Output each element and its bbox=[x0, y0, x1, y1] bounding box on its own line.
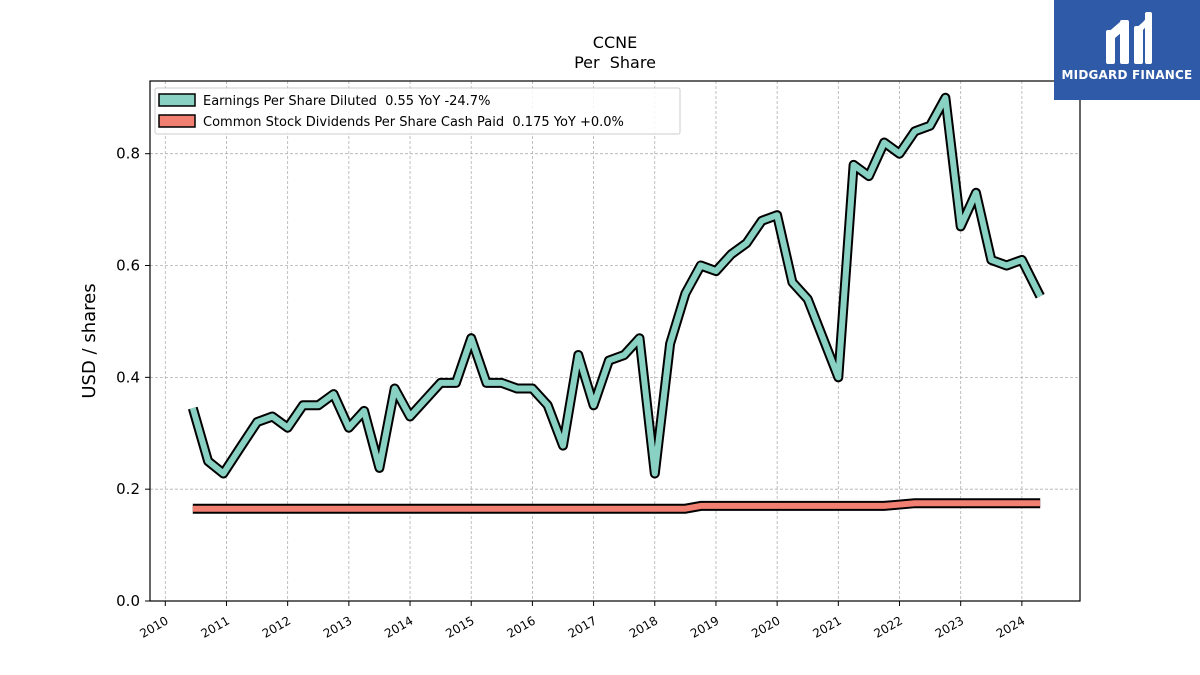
plot-area bbox=[149, 80, 1081, 602]
y-tick-label: 0.4 bbox=[116, 368, 140, 386]
series-line-outline bbox=[187, 92, 1045, 479]
y-tick-label: 0.8 bbox=[116, 145, 140, 163]
x-tick-label: 2010 bbox=[137, 613, 170, 640]
x-tick-label: 2019 bbox=[688, 613, 721, 640]
legend-swatch-dividends bbox=[158, 114, 196, 128]
legend-swatch-eps bbox=[158, 93, 196, 107]
grid bbox=[150, 81, 1080, 602]
y-tick-label: 0.2 bbox=[116, 480, 140, 498]
x-tick-label: 2022 bbox=[872, 613, 905, 640]
x-tick-label: 2020 bbox=[749, 613, 782, 640]
x-tick-label: 2013 bbox=[321, 613, 354, 640]
series-layer bbox=[187, 92, 1045, 514]
x-tick-label: 2016 bbox=[504, 613, 537, 640]
logo-text: MIDGARD FINANCE bbox=[1061, 68, 1193, 82]
chart-title: CCNE bbox=[593, 33, 637, 52]
legend-label-dividends: Common Stock Dividends Per Share Cash Pa… bbox=[203, 115, 624, 130]
eps-line bbox=[189, 94, 1043, 477]
legend: Earnings Per Share Diluted 0.55 YoY -24.… bbox=[154, 87, 681, 135]
x-tick-label: 2021 bbox=[810, 613, 843, 640]
dividends-line bbox=[192, 500, 1041, 512]
x-tick-label: 2023 bbox=[933, 613, 966, 640]
x-tick-label: 2014 bbox=[382, 613, 415, 640]
x-tick-label: 2015 bbox=[443, 613, 476, 640]
legend-box bbox=[154, 87, 681, 135]
x-tick-label: 2017 bbox=[566, 613, 599, 640]
y-tick-label: 0.0 bbox=[116, 592, 140, 610]
x-tick-label: 2024 bbox=[994, 613, 1027, 640]
y-axis-label: USD / shares bbox=[79, 283, 100, 398]
x-tick-label: 2012 bbox=[260, 613, 293, 640]
legend-label-eps: Earnings Per Share Diluted 0.55 YoY -24.… bbox=[203, 94, 490, 109]
chart-subtitle: Per Share bbox=[574, 53, 656, 72]
y-tick-label: 0.6 bbox=[116, 257, 140, 275]
x-tick-label: 2018 bbox=[627, 613, 660, 640]
x-tick-label: 2011 bbox=[199, 613, 232, 640]
midgard-m-logo-icon bbox=[1106, 12, 1152, 64]
midgard-finance-logo: MIDGARD FINANCE bbox=[1054, 0, 1200, 100]
